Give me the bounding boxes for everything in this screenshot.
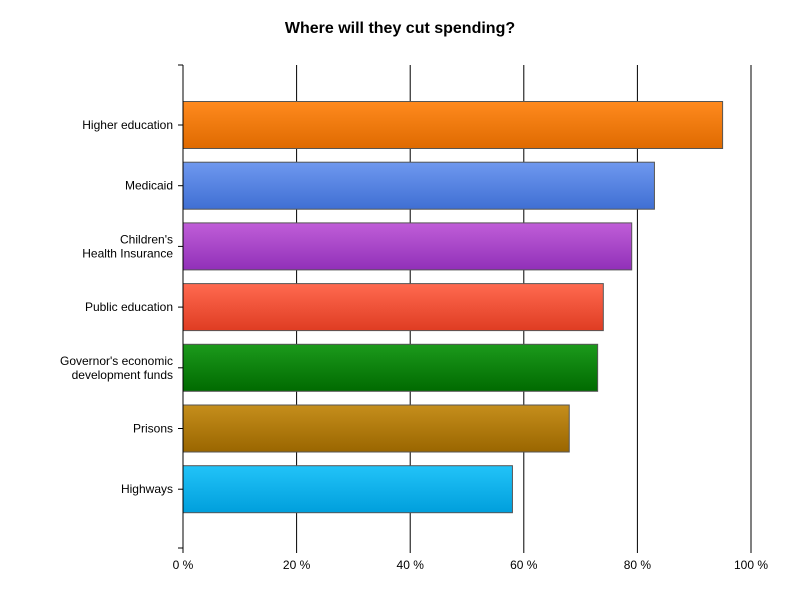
- axes: [178, 64, 752, 553]
- x-tick-label: 40 %: [397, 558, 425, 572]
- category-label: Highways: [121, 482, 173, 496]
- x-tick-label: 0 %: [173, 558, 194, 572]
- bar: [182, 465, 513, 514]
- x-tick-label: 60 %: [510, 558, 538, 572]
- bar: [182, 283, 604, 332]
- bar: [182, 343, 599, 392]
- category-label: Public education: [85, 300, 173, 314]
- category-label: Prisons: [133, 422, 173, 436]
- x-tick-label: 100 %: [734, 558, 768, 572]
- x-tick-labels: 0 % 20 % 40 % 60 % 80 % 100 %: [173, 558, 769, 572]
- category-label: Medicaid: [125, 179, 173, 193]
- x-tick-label: 20 %: [283, 558, 311, 572]
- x-tick-label: 80 %: [624, 558, 652, 572]
- chart-title: Where will they cut spending?: [285, 20, 515, 37]
- bar: [182, 404, 570, 453]
- category-label: Children's Health Insurance: [82, 232, 173, 260]
- category-label: Governor's economic development funds: [60, 354, 173, 382]
- bar: [182, 161, 655, 210]
- bar: [182, 222, 633, 271]
- bar: [182, 101, 724, 149]
- category-labels: Higher education Medicaid Children's Health…: [60, 118, 173, 496]
- category-label: Higher education: [82, 118, 173, 132]
- bars: [182, 101, 724, 514]
